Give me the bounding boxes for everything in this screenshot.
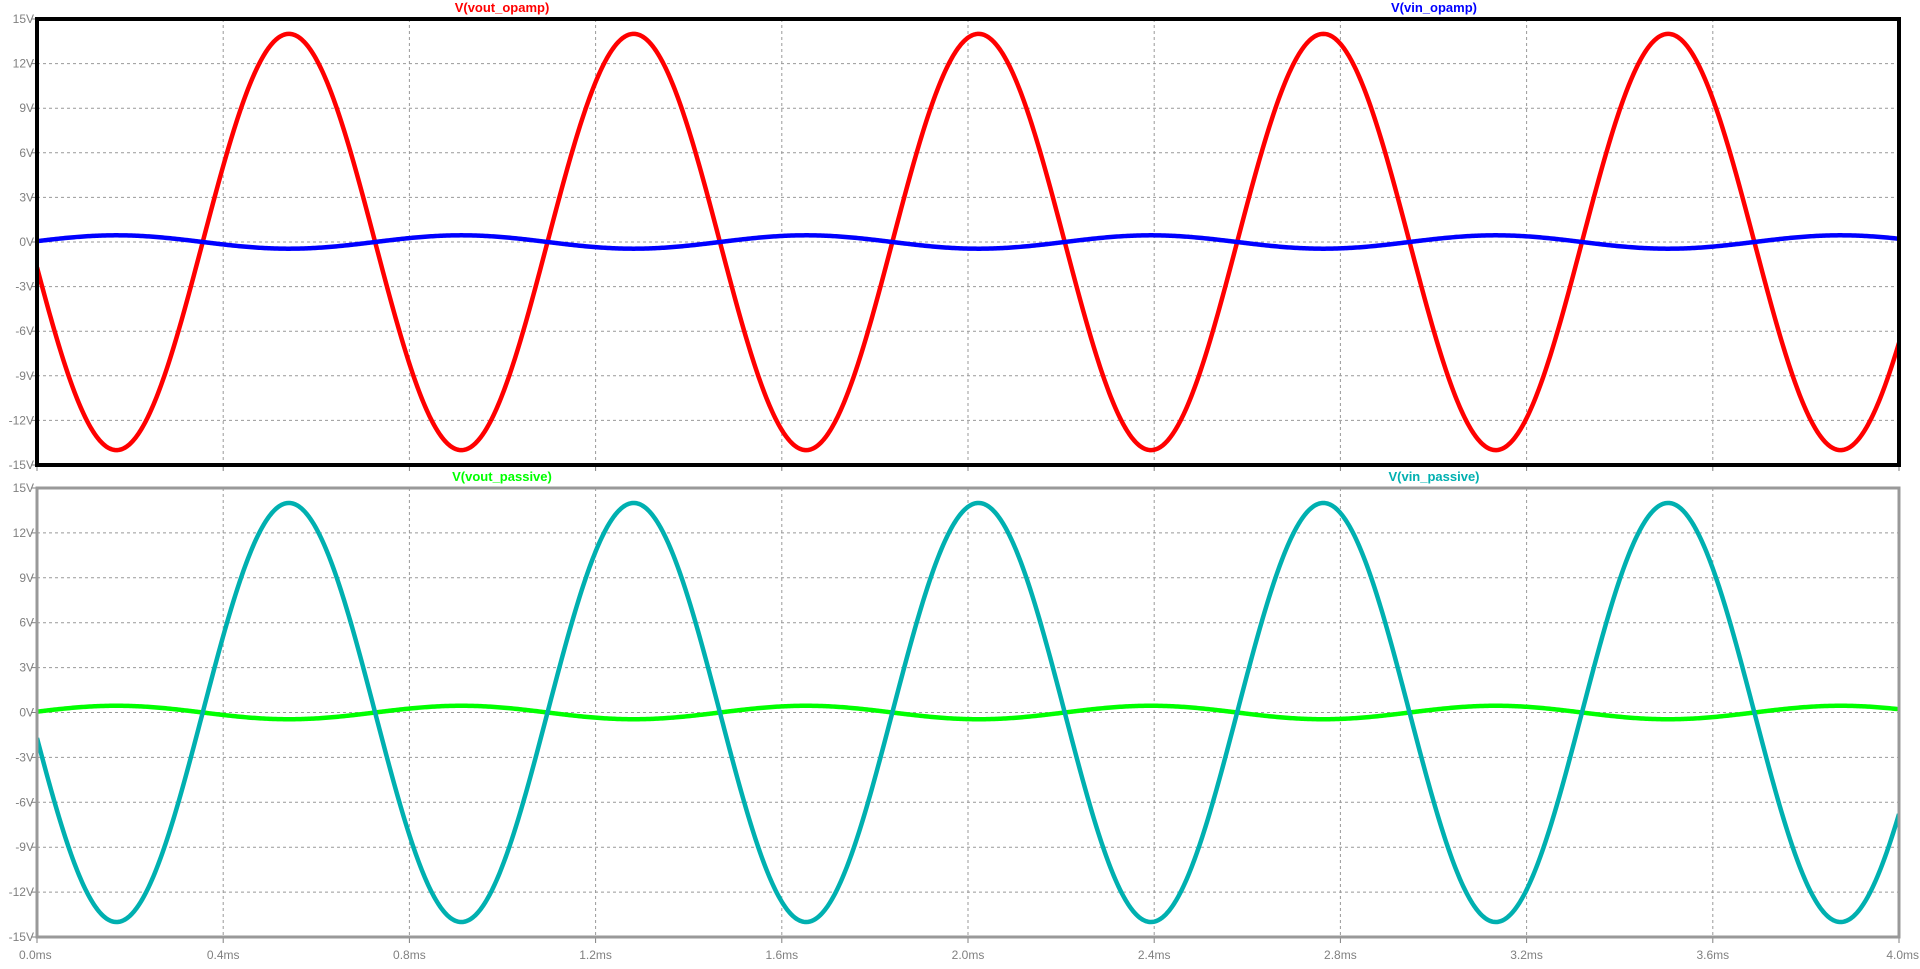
- trace-label[interactable]: V(vout_passive): [452, 469, 552, 484]
- trace-label[interactable]: V(vin_passive): [1388, 469, 1479, 484]
- y-tick-label: 0V: [19, 235, 34, 249]
- trace-vvout-passive[interactable]: [37, 703, 1899, 722]
- x-tick-label: 2.0ms: [952, 948, 985, 962]
- y-tick-label: 6V: [19, 616, 34, 630]
- x-tick-label: 0.0ms: [19, 948, 52, 962]
- traces: [37, 500, 1899, 925]
- y-tick-label: -6V: [15, 324, 34, 338]
- y-tick-label: 15V: [13, 12, 34, 26]
- y-tick-label: 3V: [19, 661, 34, 675]
- y-tick-label: -3V: [15, 280, 34, 294]
- y-tick-label: -15V: [9, 930, 34, 944]
- grid: [37, 488, 1899, 937]
- plot-pane-top[interactable]: 15V 12V 9V 6V 3V 0V -3V -6V -9V -12V -15V V(vout_op…: [9, 0, 1901, 472]
- y-tick-label: 12V: [13, 57, 34, 71]
- y-tick-label: -6V: [15, 795, 34, 809]
- plot-pane-bottom[interactable]: 15V 12V 9V 6V 3V 0V -3V -6V -9V -12V -15V 0.0ms 0.4m…: [9, 469, 1919, 962]
- y-tick-label: 6V: [19, 146, 34, 160]
- traces: [37, 31, 1899, 453]
- trace-vvout-opamp[interactable]: [37, 31, 1899, 453]
- y-tick-label: 9V: [19, 101, 34, 115]
- trace-vvin-opamp[interactable]: [37, 233, 1899, 251]
- x-tick-label: 3.6ms: [1696, 948, 1729, 962]
- trace-vvin-passive[interactable]: [37, 500, 1899, 925]
- y-tick-label: -12V: [9, 885, 34, 899]
- y-tick-label: -9V: [15, 840, 34, 854]
- y-tick-label: 3V: [19, 190, 34, 204]
- y-tick-label: -12V: [9, 413, 34, 427]
- x-tick-label: 0.8ms: [393, 948, 426, 962]
- x-tick-label: 2.4ms: [1138, 948, 1171, 962]
- y-tick-label: -3V: [15, 750, 34, 764]
- y-tick-label: 9V: [19, 571, 34, 585]
- y-tick-label: -15V: [9, 458, 34, 472]
- y-tick-label: 0V: [19, 706, 34, 720]
- y-tick-label: 12V: [13, 526, 34, 540]
- x-tick-label: 0.4ms: [207, 948, 240, 962]
- plot-frame: [35, 17, 1901, 467]
- y-tick-label: 15V: [13, 481, 34, 495]
- trace-label[interactable]: V(vout_opamp): [455, 0, 550, 15]
- x-tick-label: 2.8ms: [1324, 948, 1357, 962]
- x-tick-label: 1.2ms: [579, 948, 612, 962]
- x-tick-label: 3.2ms: [1510, 948, 1543, 962]
- x-tick-label: 1.6ms: [765, 948, 798, 962]
- plot-frame: [35, 486, 1901, 939]
- y-tick-label: -9V: [15, 369, 34, 383]
- trace-label[interactable]: V(vin_opamp): [1391, 0, 1477, 15]
- x-tick-label: 4.0ms: [1886, 948, 1919, 962]
